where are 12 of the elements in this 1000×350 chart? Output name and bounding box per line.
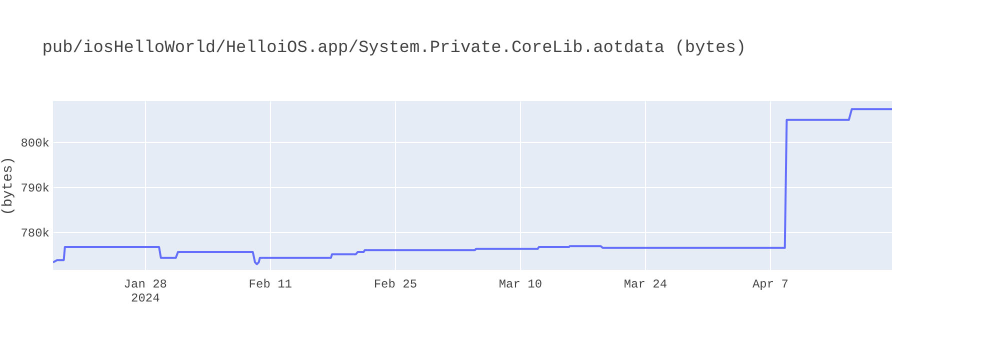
chart-title: pub/iosHelloWorld/HelloiOS.app/System.Private.CoreLib.aotdata (bytes) bbox=[42, 39, 746, 58]
x-tick-label: Feb 25 bbox=[374, 278, 418, 292]
x-tick-label: Apr 7 bbox=[752, 278, 788, 292]
y-axis-title: (bytes) bbox=[0, 156, 17, 216]
x-tick-label: Jan 28 2024 bbox=[124, 278, 168, 306]
y-tick-label: 790k bbox=[20, 182, 50, 196]
y-tick-label: 780k bbox=[20, 226, 50, 241]
x-tick-label: Mar 10 bbox=[498, 278, 542, 292]
y-tick-label: 800k bbox=[20, 136, 50, 151]
x-tick-label: Feb 11 bbox=[248, 278, 292, 292]
line-series bbox=[53, 108, 892, 266]
x-tick-label: Mar 24 bbox=[624, 278, 668, 292]
